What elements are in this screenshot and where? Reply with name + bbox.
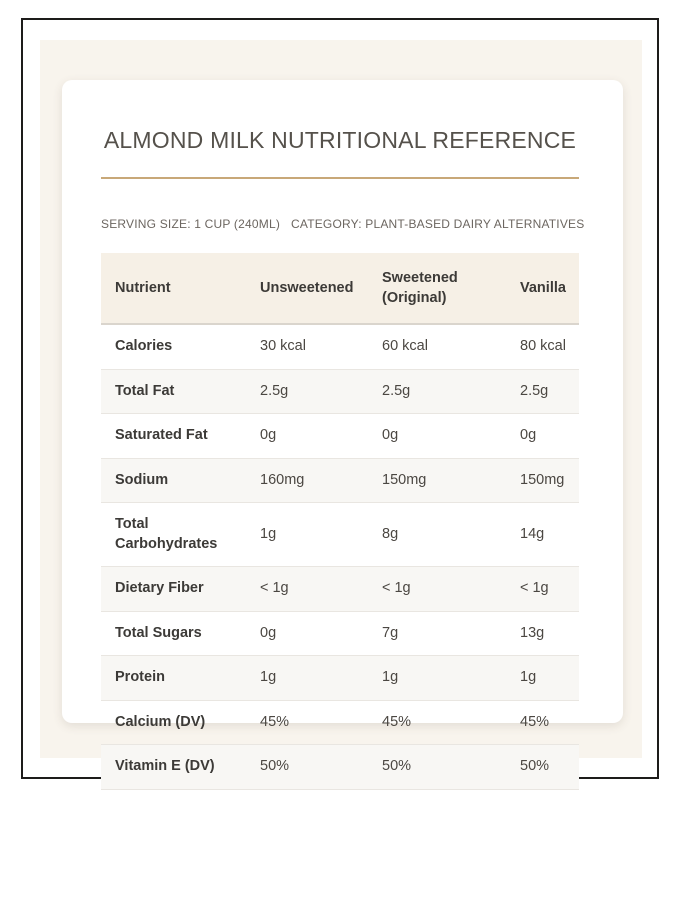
table-row: Calcium (DV) 45% 45% 45% bbox=[101, 700, 579, 745]
table-row: Sodium 160mg 150mg 150mg bbox=[101, 458, 579, 503]
column-header-unsweetened: Unsweetened bbox=[246, 253, 368, 325]
value-sweetened: 1g bbox=[368, 655, 506, 701]
nutrient-name: Total Sugars bbox=[101, 611, 246, 656]
value-unsweetened: 2.5g bbox=[246, 369, 368, 414]
nutrient-name: Saturated Fat bbox=[101, 413, 246, 459]
nutrient-name: Vitamin E (DV) bbox=[101, 744, 246, 790]
table-row: Total Carbohydrates 1g 8g 14g bbox=[101, 502, 579, 567]
category-label: CATEGORY: PLANT-BASED DAIRY ALTERNATIVES bbox=[291, 217, 585, 231]
table-row: Vitamin E (DV) 50% 50% 50% bbox=[101, 744, 579, 790]
nutrient-name: Dietary Fiber bbox=[101, 566, 246, 612]
nutrition-table: Nutrient Unsweetened Sweetened (Original… bbox=[101, 253, 579, 790]
value-sweetened: < 1g bbox=[368, 566, 506, 612]
table-header: Nutrient Unsweetened Sweetened (Original… bbox=[101, 253, 579, 325]
value-unsweetened: 45% bbox=[246, 700, 368, 745]
nutrient-name: Calcium (DV) bbox=[101, 700, 246, 745]
value-unsweetened: 1g bbox=[246, 655, 368, 701]
card-content: ALMOND MILK NUTRITIONAL REFERENCE SERVIN… bbox=[101, 80, 584, 790]
value-vanilla: < 1g bbox=[506, 566, 579, 612]
value-sweetened: 60 kcal bbox=[368, 324, 506, 370]
serving-size-label: SERVING SIZE: 1 CUP (240ML) bbox=[101, 217, 281, 231]
value-vanilla: 14g bbox=[506, 502, 579, 567]
value-unsweetened: < 1g bbox=[246, 566, 368, 612]
column-header-nutrient: Nutrient bbox=[101, 253, 246, 325]
value-sweetened: 7g bbox=[368, 611, 506, 656]
table-row: Saturated Fat 0g 0g 0g bbox=[101, 413, 579, 459]
column-header-vanilla: Vanilla bbox=[506, 253, 579, 325]
value-vanilla: 1g bbox=[506, 655, 579, 701]
value-vanilla: 80 kcal bbox=[506, 324, 579, 370]
serving-line: SERVING SIZE: 1 CUP (240ML) CATEGORY: PLA… bbox=[101, 217, 584, 232]
table-row: Protein 1g 1g 1g bbox=[101, 655, 579, 701]
value-vanilla: 2.5g bbox=[506, 369, 579, 414]
value-unsweetened: 1g bbox=[246, 502, 368, 567]
column-header-sweetened: Sweetened (Original) bbox=[368, 253, 506, 325]
header-row: Nutrient Unsweetened Sweetened (Original… bbox=[101, 253, 579, 325]
value-sweetened: 150mg bbox=[368, 458, 506, 503]
value-sweetened: 0g bbox=[368, 413, 506, 459]
table-row: Total Fat 2.5g 2.5g 2.5g bbox=[101, 369, 579, 414]
table-body: Calories 30 kcal 60 kcal 80 kcal Total F… bbox=[101, 324, 579, 790]
nutrient-name: Protein bbox=[101, 655, 246, 701]
value-unsweetened: 30 kcal bbox=[246, 324, 368, 370]
value-sweetened: 8g bbox=[368, 502, 506, 567]
value-vanilla: 150mg bbox=[506, 458, 579, 503]
nutrient-name: Calories bbox=[101, 324, 246, 370]
nutrient-name: Sodium bbox=[101, 458, 246, 503]
table-row: Dietary Fiber < 1g < 1g < 1g bbox=[101, 566, 579, 612]
value-sweetened: 2.5g bbox=[368, 369, 506, 414]
value-vanilla: 13g bbox=[506, 611, 579, 656]
gold-divider bbox=[101, 177, 579, 179]
nutrient-name: Total Fat bbox=[101, 369, 246, 414]
value-sweetened: 50% bbox=[368, 744, 506, 790]
value-unsweetened: 160mg bbox=[246, 458, 368, 503]
table-row: Calories 30 kcal 60 kcal 80 kcal bbox=[101, 324, 579, 370]
nutrient-name: Total Carbohydrates bbox=[101, 502, 246, 567]
value-unsweetened: 50% bbox=[246, 744, 368, 790]
value-unsweetened: 0g bbox=[246, 413, 368, 459]
table-row: Total Sugars 0g 7g 13g bbox=[101, 611, 579, 656]
value-unsweetened: 0g bbox=[246, 611, 368, 656]
page-title: ALMOND MILK NUTRITIONAL REFERENCE bbox=[103, 127, 577, 153]
value-sweetened: 45% bbox=[368, 700, 506, 745]
value-vanilla: 50% bbox=[506, 744, 579, 790]
value-vanilla: 45% bbox=[506, 700, 579, 745]
value-vanilla: 0g bbox=[506, 413, 579, 459]
